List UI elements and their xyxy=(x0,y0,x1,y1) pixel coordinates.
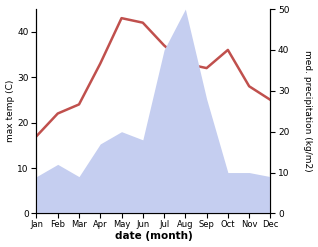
Y-axis label: med. precipitation (kg/m2): med. precipitation (kg/m2) xyxy=(303,50,313,172)
X-axis label: date (month): date (month) xyxy=(114,231,192,242)
Y-axis label: max temp (C): max temp (C) xyxy=(5,80,15,143)
